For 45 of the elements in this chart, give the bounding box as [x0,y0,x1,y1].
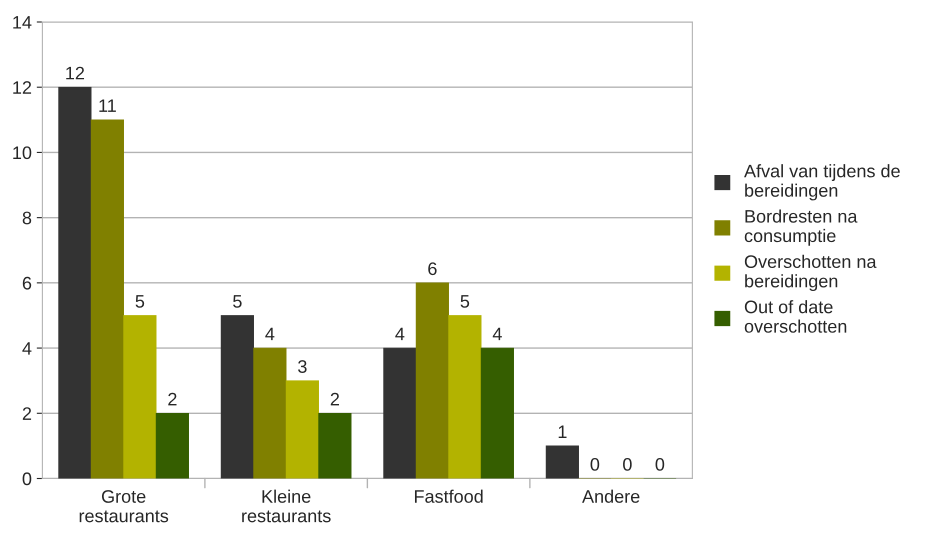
y-tick-label: 4 [22,342,32,355]
y-tick-label: 0 [22,472,32,486]
bar [480,348,514,478]
y-tick-label: 8 [22,212,32,224]
data-label: 4 [395,328,404,340]
legend-label: Bordresten na consumptie [744,209,858,246]
data-label: 4 [492,328,502,340]
bar [286,380,319,478]
legend-label: Out of date overschotten [744,300,846,333]
data-label: 12 [66,66,84,80]
y-tick-label: 14 [13,16,32,29]
bar [156,412,189,478]
bar [90,119,124,478]
bar [123,315,156,478]
x-tick-label: Fastfood [414,490,483,503]
x-tick-label: Kleine restaurants [242,490,331,522]
data-label: 5 [136,295,144,308]
data-label: 0 [623,458,632,471]
y-tick-label: 12 [13,81,32,94]
bar [253,348,286,478]
bar [220,315,254,478]
bar [383,348,416,478]
bar [416,282,449,478]
bar [546,446,579,478]
data-label: 1 [558,426,567,438]
y-tick-label: 6 [22,276,32,290]
bar [448,315,482,478]
data-label: 5 [233,295,242,308]
bar [318,412,352,478]
data-label: 0 [656,458,664,471]
legend-label: Afval van tijdens de bereidingen [744,164,900,200]
data-label: 0 [590,458,600,471]
x-tick-label: Grote restaurants [80,490,168,522]
data-label: 2 [330,392,339,406]
data-label: 5 [460,295,470,308]
y-tick-label: 10 [13,146,32,160]
data-label: 4 [265,328,274,340]
data-label: 6 [428,262,437,276]
x-tick-label: Andere [582,490,640,503]
bar [58,86,92,478]
data-label: 3 [298,360,307,373]
data-label: 2 [168,392,176,406]
legend-label: Overschotten na bereidingen [744,254,876,292]
y-tick-label: 2 [22,407,32,420]
data-label: 11 [99,99,116,112]
